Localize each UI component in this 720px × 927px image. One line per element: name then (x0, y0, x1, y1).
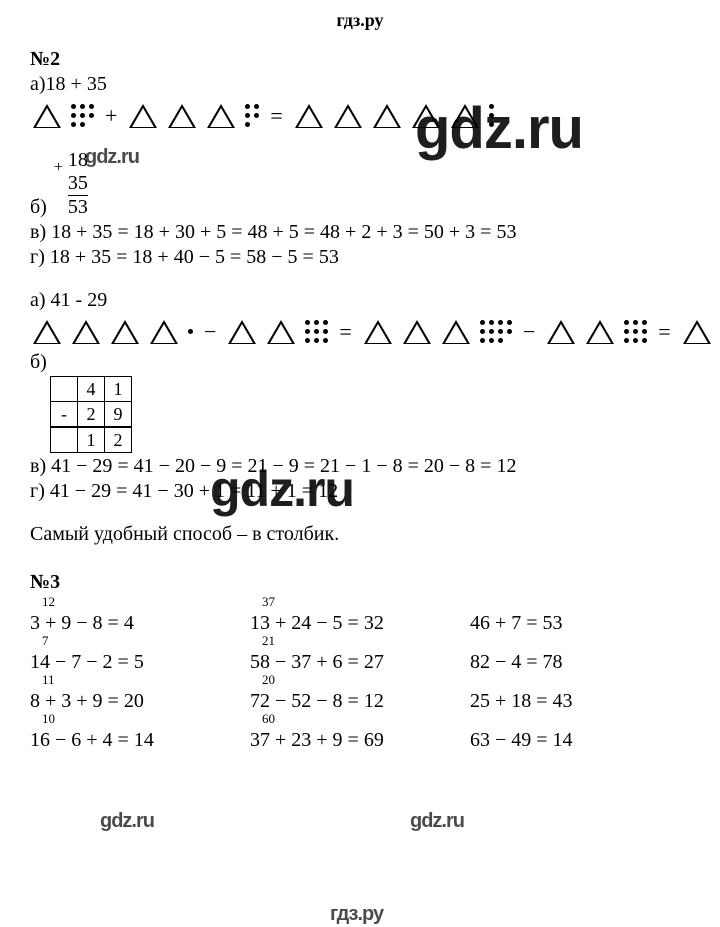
hint: 11 (42, 672, 262, 688)
expr: 13 + 24 − 5 = 32 (250, 612, 470, 635)
plus-op: + (105, 103, 117, 129)
n2-b1-label: б) (30, 196, 47, 218)
n2-v1: в) 18 + 35 = 18 + 30 + 5 = 48 + 5 = 48 +… (30, 221, 690, 244)
triangle-icon (267, 320, 295, 344)
watermark: gdz.ru (100, 810, 154, 833)
triangle-icon (72, 320, 100, 344)
n2-b2-label: б) (30, 351, 690, 374)
hint: 10 (42, 711, 262, 727)
cell: 1 (78, 427, 105, 453)
triangle-icon (586, 320, 614, 344)
triangle-icon (228, 320, 256, 344)
cell: - (51, 402, 78, 428)
expr: 16 − 6 + 4 = 14 (30, 729, 250, 752)
triangle-icon (33, 104, 61, 128)
n3-row: 7 14 − 7 − 2 = 5 21 58 − 37 + 6 = 27 82 − 4… (30, 635, 690, 674)
triangle-icon (111, 320, 139, 344)
triangle-icon (334, 104, 362, 128)
col-res: 53 (68, 196, 88, 219)
triangle-icon (683, 320, 711, 344)
main-content: №2 а)18 + 35 + = б) + (0, 31, 720, 752)
shape-row-1: + = (30, 102, 690, 129)
dots-1 (186, 327, 195, 336)
cell (51, 427, 78, 453)
section-n2-title: №2 (30, 48, 690, 71)
hint (482, 711, 702, 727)
dots-9 (303, 318, 330, 345)
hint: 7 (42, 633, 262, 649)
triangle-icon (295, 104, 323, 128)
triangle-icon (150, 320, 178, 344)
n2-note: Самый удобный способ – в столбик. (30, 523, 690, 546)
n2-g2: г) 41 − 29 = 41 − 30 + 1 = 11 + 1 = 12 (30, 480, 690, 503)
expr: 63 − 49 = 14 (470, 729, 690, 752)
triangle-icon (129, 104, 157, 128)
triangle-icon (547, 320, 575, 344)
watermark: gdz.ru (210, 460, 354, 518)
minus-op: − (204, 319, 216, 345)
n3-row: 12 3 + 9 − 8 = 4 37 13 + 24 − 5 = 32 46 + 7… (30, 596, 690, 635)
watermark: gdz.ru (415, 95, 583, 162)
triangle-icon (373, 104, 401, 128)
hint: 37 (262, 594, 482, 610)
n2-a2: а) 41 - 29 (30, 289, 690, 312)
triangle-icon (207, 104, 235, 128)
subtraction-table: 4 1 - 2 9 1 2 (50, 376, 132, 453)
dots-9b (622, 318, 649, 345)
cell (51, 377, 78, 402)
n3-rows: 12 3 + 9 − 8 = 4 37 13 + 24 − 5 = 32 46 + 7… (30, 596, 690, 752)
equals-op: = (658, 319, 670, 345)
dots-11 (478, 318, 514, 345)
triangle-icon (168, 104, 196, 128)
expr: 46 + 7 = 53 (470, 612, 690, 635)
n2-v2: в) 41 − 29 = 41 − 20 − 9 = 21 − 9 = 21 −… (30, 455, 690, 478)
expr: 58 − 37 + 6 = 27 (250, 651, 470, 674)
expr: 14 − 7 − 2 = 5 (30, 651, 250, 674)
hint (482, 672, 702, 688)
col-op: + (54, 159, 63, 177)
expr: 37 + 23 + 9 = 69 (250, 729, 470, 752)
section-n3-title: №3 (30, 571, 690, 594)
cell: 9 (105, 402, 132, 428)
expr: 3 + 9 − 8 = 4 (30, 612, 250, 635)
triangle-icon (442, 320, 470, 344)
n3-row: 10 16 − 6 + 4 = 14 60 37 + 23 + 9 = 69 63 −… (30, 713, 690, 752)
shape-row-2: − = − = (30, 318, 690, 345)
hint: 21 (262, 633, 482, 649)
dots-8 (69, 102, 96, 129)
dots-5 (243, 102, 261, 129)
expr: 25 + 18 = 43 (470, 690, 690, 713)
watermark: gdz.ru (85, 146, 139, 169)
hint: 60 (262, 711, 482, 727)
expr: 82 − 4 = 78 (470, 651, 690, 674)
equals-op: = (339, 319, 351, 345)
cell: 1 (105, 377, 132, 402)
watermark: gdz.ru (410, 810, 464, 833)
hint (482, 594, 702, 610)
page-header: гдз.ру (0, 0, 720, 31)
minus-op: − (523, 319, 535, 345)
triangle-icon (364, 320, 392, 344)
equals-op: = (270, 103, 282, 129)
cell: 4 (78, 377, 105, 402)
hint: 12 (42, 594, 262, 610)
hint: 20 (262, 672, 482, 688)
cell: 2 (105, 427, 132, 453)
n3-row: 11 8 + 3 + 9 = 20 20 72 − 52 − 8 = 12 25 + … (30, 674, 690, 713)
col-bot: 35 (68, 172, 88, 196)
watermark: гдз.ру (330, 903, 383, 926)
n2-a1: а)18 + 35 (30, 73, 690, 96)
expr: 72 − 52 − 8 = 12 (250, 690, 470, 713)
n2-g1: г) 18 + 35 = 18 + 40 − 5 = 58 − 5 = 53 (30, 246, 690, 269)
cell: 2 (78, 402, 105, 428)
expr: 8 + 3 + 9 = 20 (30, 690, 250, 713)
triangle-icon (403, 320, 431, 344)
hint (482, 633, 702, 649)
triangle-icon (33, 320, 61, 344)
